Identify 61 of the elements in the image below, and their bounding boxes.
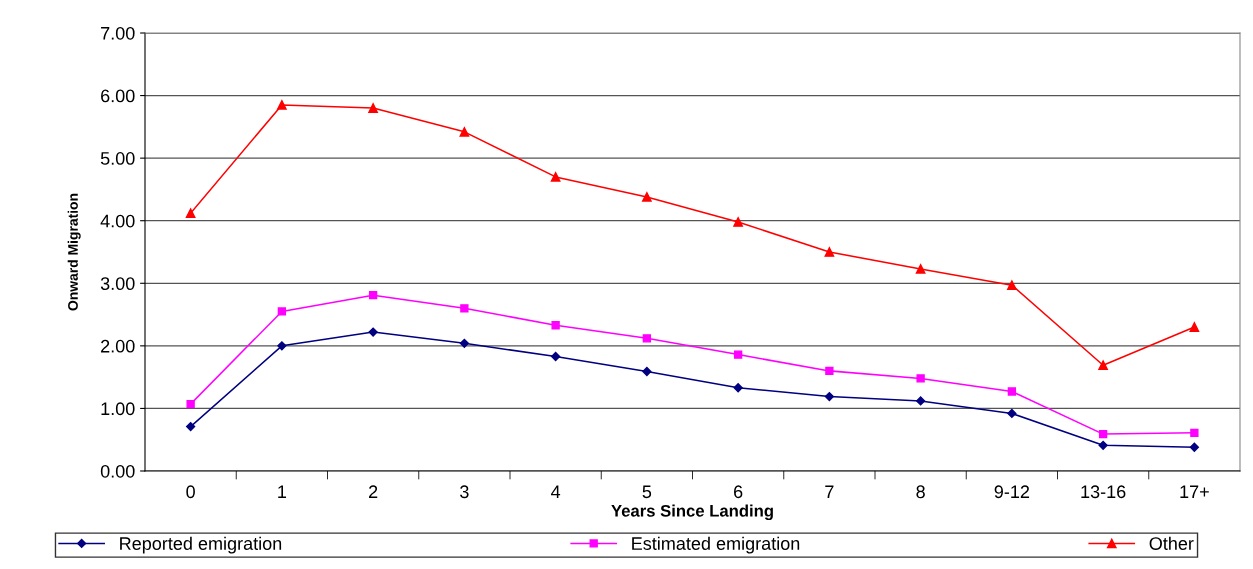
point bbox=[277, 100, 287, 110]
point bbox=[642, 334, 652, 343]
point bbox=[824, 391, 834, 402]
y-tick-label: 3.00 bbox=[100, 277, 135, 291]
y-tick-label: 5.00 bbox=[100, 152, 135, 165]
point bbox=[277, 307, 287, 316]
x-tick-label: 5 bbox=[642, 485, 652, 499]
point bbox=[185, 208, 196, 219]
point bbox=[551, 321, 560, 330]
point bbox=[1098, 440, 1108, 450]
x-tick-label: 13-16 bbox=[1081, 485, 1126, 499]
point bbox=[186, 399, 195, 409]
point bbox=[459, 338, 469, 348]
x-tick-label: 7 bbox=[825, 485, 834, 498]
point bbox=[186, 421, 196, 432]
point bbox=[551, 351, 561, 362]
point bbox=[459, 127, 470, 137]
point bbox=[733, 350, 743, 359]
point bbox=[550, 172, 561, 182]
x-tick-label: 17+ bbox=[1180, 485, 1209, 498]
point bbox=[915, 264, 926, 274]
legend-label: Estimated emigration bbox=[632, 536, 800, 554]
y-tick-label: 0.00 bbox=[100, 464, 135, 478]
point bbox=[1190, 428, 1199, 437]
point bbox=[1189, 322, 1200, 332]
x-tick-label: 8 bbox=[916, 485, 925, 499]
point bbox=[642, 192, 652, 202]
point bbox=[916, 374, 925, 383]
legend-label: Other bbox=[1149, 536, 1194, 550]
y-tick-label: 6.00 bbox=[101, 89, 135, 103]
point bbox=[1098, 360, 1108, 371]
y-tick-label: 2.00 bbox=[101, 339, 135, 353]
point bbox=[277, 341, 287, 351]
point bbox=[824, 247, 835, 257]
point bbox=[1189, 442, 1199, 452]
legend-label: Reported emigration bbox=[120, 536, 282, 554]
point bbox=[642, 366, 652, 377]
x-tick-label: 6 bbox=[734, 485, 743, 499]
x-tick-label: 1 bbox=[278, 485, 287, 498]
point bbox=[1007, 408, 1017, 419]
x-tick-label: 4 bbox=[551, 485, 561, 498]
point bbox=[1098, 429, 1108, 439]
y-tick-label: 1.00 bbox=[101, 402, 135, 416]
point bbox=[1007, 387, 1017, 396]
y-tick-label: 7.00 bbox=[101, 26, 135, 40]
x-tick-label: 0 bbox=[186, 485, 195, 499]
y-axis-title: Onward Migration bbox=[67, 193, 81, 311]
point bbox=[1007, 280, 1017, 291]
point bbox=[825, 366, 834, 376]
x-axis-title: Years Since Landing bbox=[611, 504, 773, 521]
point bbox=[368, 291, 378, 300]
point bbox=[460, 304, 469, 313]
x-tick-label: 2 bbox=[369, 485, 378, 498]
x-tick-label: 9-12 bbox=[994, 485, 1030, 499]
point bbox=[733, 383, 743, 393]
point bbox=[916, 396, 926, 406]
point bbox=[368, 103, 378, 113]
point bbox=[368, 327, 378, 337]
y-tick-label: 4.00 bbox=[100, 214, 135, 228]
point bbox=[733, 217, 743, 227]
x-tick-label: 3 bbox=[460, 485, 469, 499]
